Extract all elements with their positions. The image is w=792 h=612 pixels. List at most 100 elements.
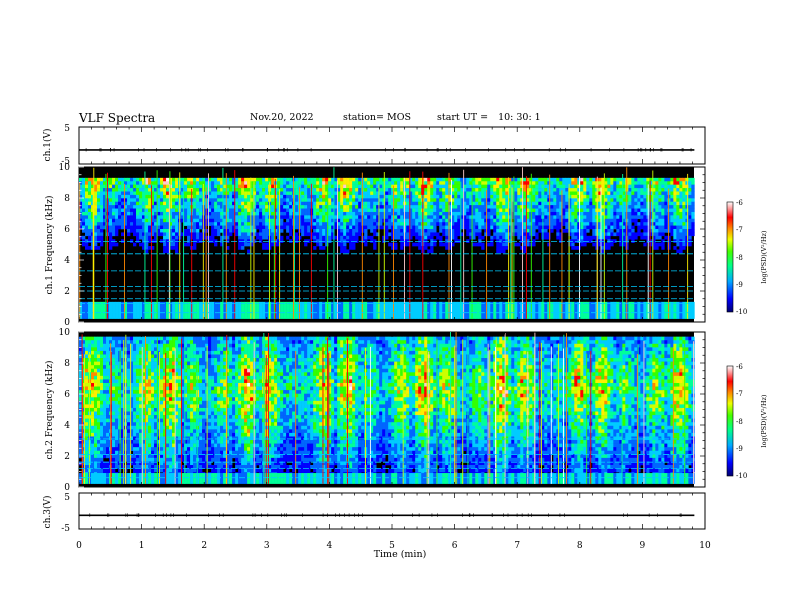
spectrogram-cell <box>559 232 563 237</box>
spectrogram-cell <box>82 386 86 391</box>
spectrogram-cell <box>235 188 239 192</box>
spectrogram-cell <box>82 361 86 366</box>
low-band-cell <box>349 301 353 319</box>
spectrogram-cell <box>226 181 230 185</box>
spectrogram-cell <box>160 208 164 213</box>
spectrogram-cell <box>511 211 515 216</box>
spectrogram-cell <box>619 218 623 223</box>
spectrogram-cell <box>445 194 449 199</box>
spectrogram-cell <box>472 191 476 196</box>
spectrogram-cell <box>643 177 647 182</box>
spectrogram-cell <box>631 194 635 199</box>
spectrogram-cell <box>151 198 155 203</box>
spectrogram-cell <box>361 218 365 223</box>
spectrogram-cell <box>433 181 437 185</box>
ch2-spectrogram-image <box>79 332 695 484</box>
spectrogram-cell <box>610 177 614 182</box>
spectrogram-cell <box>175 225 179 230</box>
spectrogram-cell <box>205 194 209 199</box>
spectrogram-cell <box>322 232 326 237</box>
spectrogram-cell <box>520 177 524 182</box>
spectrogram-cell <box>544 222 548 226</box>
spectrogram-cell <box>364 232 368 237</box>
spectrogram-cell <box>100 350 104 355</box>
spectrogram-cell <box>577 177 581 182</box>
spectrogram-cell <box>439 188 443 192</box>
spectrogram-cell <box>94 336 98 341</box>
spectrogram-cell <box>361 222 365 226</box>
spectrogram-cell <box>448 184 452 189</box>
low-band-cell <box>643 301 647 319</box>
spectrogram-cell <box>373 205 377 209</box>
spectrogram-cell <box>574 222 578 226</box>
spectrogram-cell <box>613 232 617 237</box>
spectrogram-cell <box>640 222 644 226</box>
spectrogram-cell <box>463 222 467 226</box>
spectrogram-cell <box>82 436 86 441</box>
spectrogram-cell <box>649 184 653 189</box>
spectrogram-cell <box>199 181 203 185</box>
low-band-cell <box>82 301 86 319</box>
spectrogram-cell <box>244 205 248 209</box>
spectrogram-cell <box>469 208 473 213</box>
spectrogram-cell <box>484 208 488 213</box>
spectrogram-cell <box>412 229 416 233</box>
spectrogram-cell <box>445 211 449 216</box>
spectrogram-cell <box>427 201 431 206</box>
spectrogram-cell <box>586 229 590 233</box>
spectrogram-cell <box>97 336 101 341</box>
spectrogram-cell <box>208 222 212 226</box>
spectrogram-cell <box>370 205 374 209</box>
spectrogram-cell <box>91 358 95 362</box>
spectrogram-cell <box>334 177 338 182</box>
spectrogram-cell <box>217 191 221 196</box>
spectrogram-cell <box>220 215 224 220</box>
spectrogram-cell <box>334 188 338 192</box>
spectrogram-cell <box>535 198 539 203</box>
spectrogram-cell <box>658 208 662 213</box>
spectrogram-cell <box>607 188 611 192</box>
spectrogram-cell <box>85 464 89 469</box>
spectrogram-cell <box>361 194 365 199</box>
spectrogram-cell <box>412 242 416 247</box>
spectrogram-cell <box>673 181 677 185</box>
spectrogram-cell <box>463 191 467 196</box>
spectrogram-cell <box>553 222 557 226</box>
low-band-cell <box>154 301 158 319</box>
spectrogram-cell <box>82 350 86 355</box>
spectrogram-cell <box>181 211 185 216</box>
spectrogram-cell <box>676 184 680 189</box>
spectrogram-cell <box>574 218 578 223</box>
spectrogram-cell <box>670 184 674 189</box>
spectrogram-cell <box>361 198 365 203</box>
spectrogram-cell <box>175 188 179 192</box>
spectrogram-cell <box>643 222 647 226</box>
spectrogram-cell <box>94 225 98 230</box>
spectrogram-cell <box>442 201 446 206</box>
spectrogram-cell <box>82 425 86 430</box>
low-band-cell <box>493 301 497 319</box>
spectrogram-cell <box>484 232 488 237</box>
spectrogram-cell <box>379 222 383 226</box>
spectrogram-cell <box>592 201 596 206</box>
low-band-cell <box>400 301 404 319</box>
low-band-cell <box>613 301 617 319</box>
spectrogram-cell <box>313 188 317 192</box>
spectrogram-cell <box>490 194 494 199</box>
spectrogram-cell <box>505 177 509 182</box>
spectrogram-cell <box>478 191 482 196</box>
spectrogram-cell <box>520 205 524 209</box>
spectrogram-cell <box>373 181 377 185</box>
spectrogram-cell <box>340 208 344 213</box>
spectrogram-cell <box>262 181 266 185</box>
spectrogram-cell <box>241 194 245 199</box>
spectrogram-cell <box>382 177 386 182</box>
spectrogram-cell <box>622 188 626 192</box>
spectrogram-cell <box>634 211 638 216</box>
low-band-cell <box>649 301 653 319</box>
spectrogram-cell <box>247 205 251 209</box>
spectrogram-cell <box>370 194 374 199</box>
spectrogram-cell <box>262 225 266 230</box>
spectrogram-cell <box>226 218 230 223</box>
spectrogram-cell <box>115 454 119 459</box>
